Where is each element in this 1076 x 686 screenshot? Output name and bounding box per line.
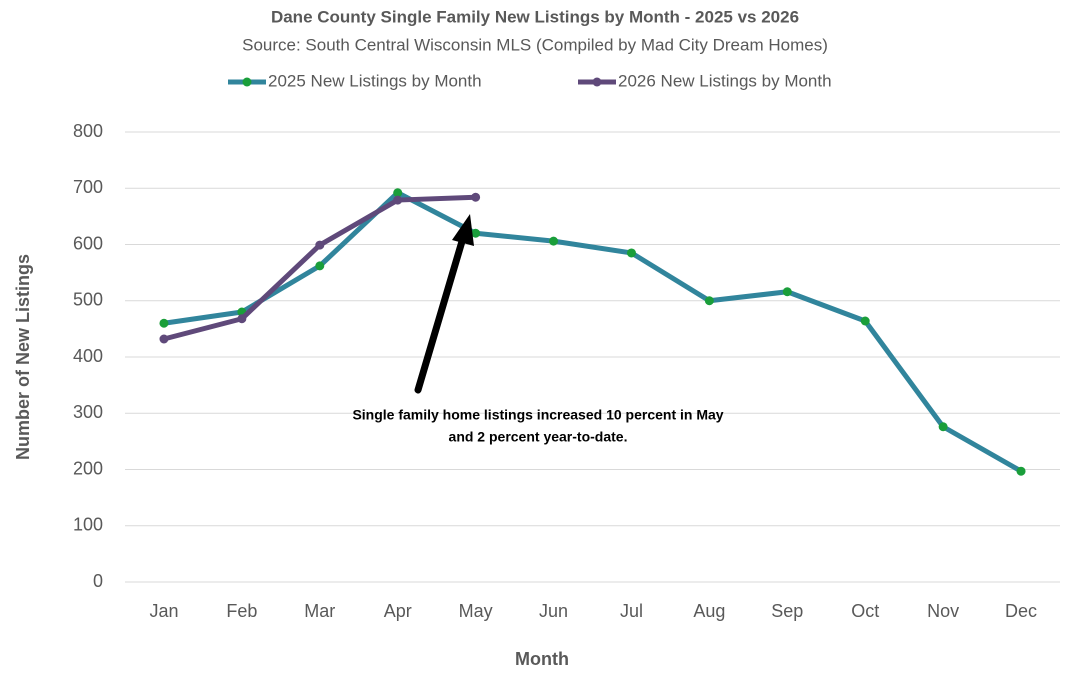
y-tick-label: 200 [73, 458, 103, 478]
grid [125, 131, 1060, 583]
legend-marker [592, 77, 602, 87]
x-tick-label: Dec [1005, 601, 1037, 621]
y-tick-label: 0 [93, 571, 103, 591]
point [393, 195, 403, 205]
annotation: and 2 percent year-to-date. [449, 429, 628, 445]
y-tick-label: 800 [73, 121, 103, 141]
y-tick-label: 300 [73, 402, 103, 422]
x-tick-label: Jan [149, 601, 178, 621]
annotation-arrowhead [452, 214, 474, 246]
chart-subtitle: Source: South Central Wisconsin MLS (Com… [242, 35, 828, 54]
point [782, 287, 792, 297]
y-tick-label: 700 [73, 177, 103, 197]
point [159, 334, 169, 344]
point [938, 422, 948, 432]
legend-label: 2025 New Listings by Month [268, 71, 482, 90]
annotation-arrow [414, 234, 467, 394]
x-tick-label: Sep [771, 601, 803, 621]
x-tick-label: Oct [851, 601, 879, 621]
legend-label: 2026 New Listings by Month [618, 71, 832, 90]
x-tick-label: May [459, 601, 493, 621]
legend-marker [242, 77, 252, 87]
annotation: Single family home listings increased 10… [352, 407, 723, 423]
y-axis-title: Number of New Listings [13, 254, 33, 460]
point [237, 314, 247, 324]
x-tick-label: Jul [620, 601, 643, 621]
chart-title: Dane County Single Family New Listings b… [271, 7, 799, 26]
series-line [163, 190, 1023, 474]
point [549, 236, 559, 246]
x-tick-label: Nov [927, 601, 959, 621]
y-tick-label: 500 [73, 290, 103, 310]
point [860, 316, 870, 326]
point [626, 248, 636, 258]
x-tick-label: Mar [304, 601, 335, 621]
x-tick-label: Aug [693, 601, 725, 621]
point [471, 192, 481, 202]
point [704, 296, 714, 306]
x-axis-title: Month [515, 649, 569, 669]
point [1016, 466, 1026, 476]
point [159, 318, 169, 328]
y-tick-label: 100 [73, 515, 103, 535]
point [393, 188, 403, 198]
plot [159, 188, 1026, 476]
point [315, 261, 325, 271]
point [471, 228, 481, 238]
y-tick-label: 600 [73, 233, 103, 253]
y-tick-label: 400 [73, 346, 103, 366]
point [315, 240, 325, 250]
x-tick-label: Jun [539, 601, 568, 621]
x-tick-label: Apr [384, 601, 412, 621]
x-tick-label: Feb [226, 601, 257, 621]
